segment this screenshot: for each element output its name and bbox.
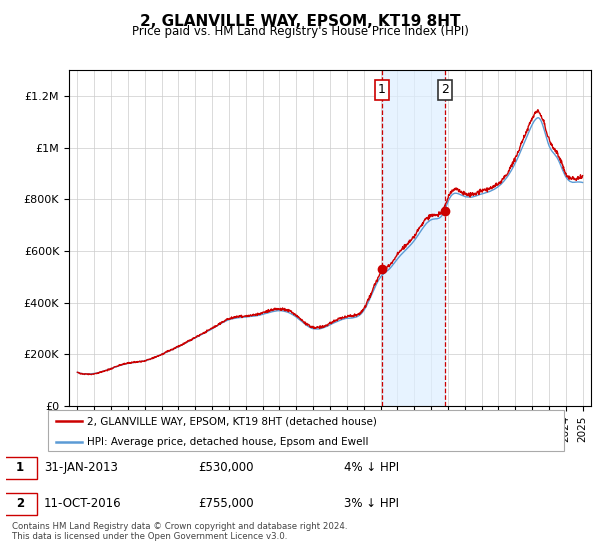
Text: Price paid vs. HM Land Registry's House Price Index (HPI): Price paid vs. HM Land Registry's House … [131, 25, 469, 38]
Text: 2: 2 [441, 83, 449, 96]
Text: 2: 2 [16, 497, 24, 510]
FancyBboxPatch shape [48, 410, 564, 451]
Text: 31-JAN-2013: 31-JAN-2013 [44, 461, 118, 474]
Text: HPI: Average price, detached house, Epsom and Ewell: HPI: Average price, detached house, Epso… [86, 437, 368, 447]
Text: Contains HM Land Registry data © Crown copyright and database right 2024.
This d: Contains HM Land Registry data © Crown c… [12, 522, 347, 542]
Text: 4% ↓ HPI: 4% ↓ HPI [344, 461, 398, 474]
Text: 3% ↓ HPI: 3% ↓ HPI [344, 497, 398, 510]
FancyBboxPatch shape [3, 457, 37, 479]
Text: £755,000: £755,000 [198, 497, 254, 510]
Text: 2, GLANVILLE WAY, EPSOM, KT19 8HT: 2, GLANVILLE WAY, EPSOM, KT19 8HT [140, 14, 460, 29]
Text: 1: 1 [378, 83, 386, 96]
Bar [382, 70, 445, 406]
Text: 11-OCT-2016: 11-OCT-2016 [44, 497, 121, 510]
Text: £530,000: £530,000 [198, 461, 254, 474]
Text: 1: 1 [16, 461, 24, 474]
Text: 2, GLANVILLE WAY, EPSOM, KT19 8HT (detached house): 2, GLANVILLE WAY, EPSOM, KT19 8HT (detac… [86, 417, 377, 426]
FancyBboxPatch shape [3, 493, 37, 515]
